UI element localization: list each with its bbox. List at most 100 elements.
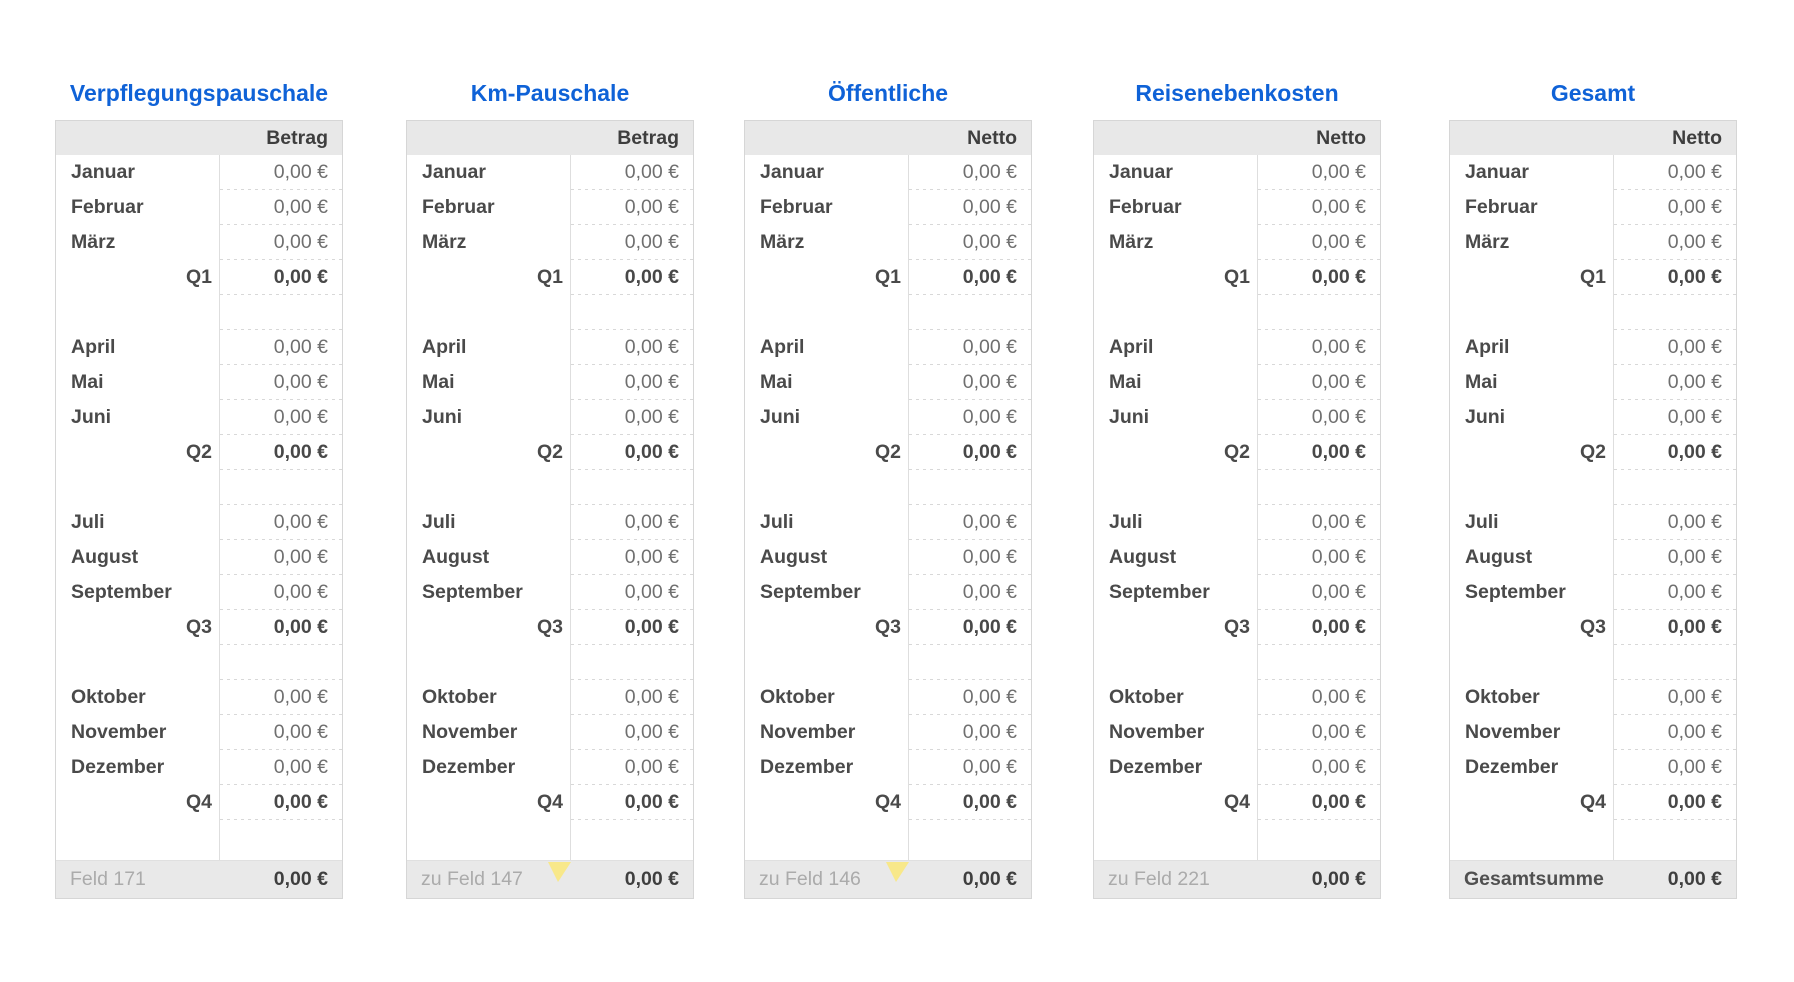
row-label-cell[interactable] [1094,470,1257,505]
row-value-cell[interactable]: 0,00 € [219,540,342,575]
row-value-cell[interactable] [1613,645,1736,680]
row-label-cell[interactable]: Q3 [536,616,563,638]
row-value-cell[interactable]: 0,00 € [908,225,1031,260]
row-label-cell[interactable]: März [760,231,805,253]
footer-label[interactable]: Gesamtsumme [1464,868,1604,890]
row-value-cell[interactable]: 0,00 € [908,435,1031,470]
row-label-cell[interactable] [1094,820,1257,860]
row-value-cell[interactable]: 0,00 € [1257,225,1380,260]
row-label-cell[interactable]: Q3 [1223,616,1250,638]
row-value-cell[interactable]: 0,00 € [1257,750,1380,785]
row-label-cell[interactable]: Juli [71,511,105,533]
row-value-cell[interactable] [1613,820,1736,860]
table-title[interactable]: Öffentliche [827,80,949,106]
row-value-cell[interactable]: 0,00 € [219,365,342,400]
row-label-cell[interactable]: August [1465,546,1533,568]
row-label-cell[interactable]: Juni [71,406,112,428]
row-label-cell[interactable]: Q2 [185,441,212,463]
row-label-cell[interactable]: Februar [1465,196,1538,218]
row-label-cell[interactable]: Januar [1109,161,1173,183]
row-value-cell[interactable]: 0,00 € [1257,785,1380,820]
row-label-cell[interactable] [407,820,570,860]
row-value-cell[interactable]: 0,00 € [1613,505,1736,540]
row-label-cell[interactable] [745,470,908,505]
row-label-cell[interactable]: Juni [1109,406,1150,428]
row-value-cell[interactable]: 0,00 € [1257,435,1380,470]
table-title[interactable]: Gesamt [1550,80,1636,106]
footer-value[interactable]: 0,00 € [624,868,679,890]
row-value-cell[interactable]: 0,00 € [1257,260,1380,295]
row-label-cell[interactable]: Juli [1465,511,1499,533]
row-label-cell[interactable]: Dezember [1109,756,1203,778]
row-value-cell[interactable]: 0,00 € [1613,155,1736,190]
row-label-cell[interactable]: Mai [1109,371,1142,393]
row-value-cell[interactable]: 0,00 € [570,435,693,470]
row-value-cell[interactable] [219,645,342,680]
row-label-cell[interactable]: Juli [760,511,794,533]
row-label-cell[interactable]: Juni [1465,406,1506,428]
row-label-cell[interactable]: Q2 [536,441,563,463]
row-label-cell[interactable]: August [422,546,490,568]
row-value-cell[interactable]: 0,00 € [219,435,342,470]
row-value-cell[interactable] [908,295,1031,330]
row-label-cell[interactable]: September [422,581,523,603]
row-value-cell[interactable]: 0,00 € [570,715,693,750]
row-value-cell[interactable]: 0,00 € [1613,610,1736,645]
row-label-cell[interactable] [1094,295,1257,330]
row-value-cell[interactable]: 0,00 € [570,190,693,225]
row-value-cell[interactable]: 0,00 € [219,715,342,750]
table-title[interactable]: Km-Pauschale [470,80,630,106]
row-value-cell[interactable]: 0,00 € [219,575,342,610]
row-value-cell[interactable]: 0,00 € [1613,260,1736,295]
row-value-cell[interactable] [570,820,693,860]
row-value-cell[interactable] [1257,645,1380,680]
table-title[interactable]: Reisenebenkosten [1135,80,1339,106]
footer-value[interactable]: 0,00 € [1667,868,1722,890]
row-value-cell[interactable]: 0,00 € [908,365,1031,400]
row-value-cell[interactable]: 0,00 € [1613,750,1736,785]
row-label-cell[interactable]: Q3 [1579,616,1606,638]
row-value-cell[interactable]: 0,00 € [570,330,693,365]
row-value-cell[interactable]: 0,00 € [908,680,1031,715]
row-label-cell[interactable] [1450,295,1613,330]
row-label-cell[interactable]: April [760,336,805,358]
row-value-cell[interactable]: 0,00 € [1613,400,1736,435]
row-label-cell[interactable]: Dezember [71,756,165,778]
row-label-cell[interactable]: Q4 [536,791,563,813]
row-value-cell[interactable]: 0,00 € [1613,365,1736,400]
row-label-cell[interactable]: Januar [71,161,135,183]
row-value-cell[interactable]: 0,00 € [1613,785,1736,820]
row-label-cell[interactable]: Mai [422,371,455,393]
row-value-cell[interactable] [219,470,342,505]
row-label-cell[interactable]: März [422,231,467,253]
row-label-cell[interactable]: Q1 [536,266,563,288]
row-value-cell[interactable]: 0,00 € [908,540,1031,575]
footer-label[interactable]: zu Feld 146 [759,868,861,890]
row-label-cell[interactable]: Januar [1465,161,1529,183]
row-label-cell[interactable] [1450,645,1613,680]
row-value-cell[interactable] [1257,820,1380,860]
row-value-cell[interactable]: 0,00 € [570,785,693,820]
value-column-header[interactable]: Netto [967,126,1017,149]
row-value-cell[interactable] [908,645,1031,680]
row-label-cell[interactable]: Mai [760,371,793,393]
row-label-cell[interactable]: März [71,231,116,253]
row-value-cell[interactable]: 0,00 € [570,260,693,295]
row-value-cell[interactable]: 0,00 € [908,190,1031,225]
row-value-cell[interactable]: 0,00 € [219,610,342,645]
row-value-cell[interactable] [570,470,693,505]
row-value-cell[interactable]: 0,00 € [570,610,693,645]
row-label-cell[interactable]: Oktober [71,686,146,708]
row-label-cell[interactable]: Januar [760,161,824,183]
row-value-cell[interactable]: 0,00 € [1257,680,1380,715]
row-value-cell[interactable]: 0,00 € [908,610,1031,645]
row-value-cell[interactable]: 0,00 € [1613,575,1736,610]
footer-label[interactable]: zu Feld 147 [421,868,523,890]
value-column-header[interactable]: Netto [1316,126,1366,149]
row-value-cell[interactable] [1613,470,1736,505]
row-label-cell[interactable] [745,820,908,860]
row-value-cell[interactable]: 0,00 € [1257,190,1380,225]
row-label-cell[interactable]: Februar [760,196,833,218]
row-value-cell[interactable]: 0,00 € [908,155,1031,190]
row-label-cell[interactable] [56,295,219,330]
